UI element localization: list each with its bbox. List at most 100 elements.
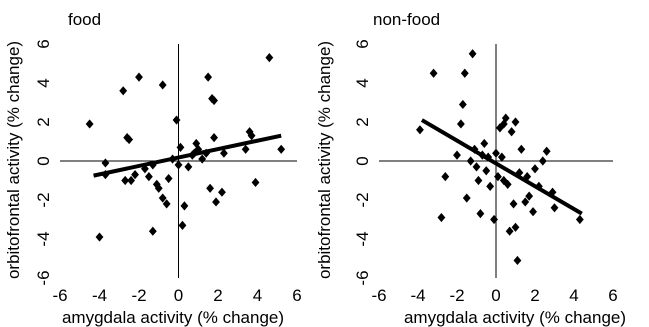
data-point (277, 144, 286, 154)
data-point (174, 160, 183, 170)
data-point (131, 170, 139, 180)
data-point (474, 175, 483, 186)
y-tick-label: -4 (34, 231, 53, 246)
x-tick-label: -6 (52, 286, 67, 305)
data-point (499, 119, 508, 129)
data-point (529, 207, 537, 217)
x-tick-label: 2 (530, 286, 539, 305)
data-point (517, 144, 526, 154)
data-point (437, 212, 446, 223)
data-point (490, 214, 498, 225)
regression-line (420, 118, 583, 216)
y-tick-label: -4 (353, 231, 372, 246)
x-tick-label: -4 (92, 286, 107, 305)
data-point (511, 117, 520, 127)
x-axis-label: amygdala activity (% change) (404, 308, 626, 327)
data-point (525, 191, 534, 201)
data-point (542, 146, 551, 156)
data-point (178, 220, 187, 230)
data-point (513, 255, 522, 266)
data-point (482, 166, 491, 176)
y-tick-label: 2 (34, 117, 53, 126)
x-tick-label: 4 (569, 286, 578, 305)
data-point (220, 148, 228, 158)
data-point (127, 175, 136, 186)
data-point (462, 193, 471, 203)
data-point (247, 131, 256, 141)
x-axis-label: amygdala activity (% change) (62, 308, 284, 327)
data-point (158, 193, 167, 203)
data-point (204, 72, 213, 82)
data-point (550, 203, 559, 213)
y-tick-label: -6 (34, 270, 53, 285)
data-point (101, 158, 110, 168)
data-point (499, 175, 508, 186)
data-point (135, 72, 143, 82)
data-point (494, 172, 502, 182)
data-point (497, 152, 506, 162)
data-point (416, 125, 424, 135)
y-tick-label: -2 (34, 192, 53, 207)
data-point (265, 53, 274, 63)
data-point (505, 226, 514, 236)
x-tick-label: 6 (608, 286, 617, 305)
data-point (95, 232, 104, 242)
x-tick-label: -2 (449, 286, 464, 305)
data-point (241, 144, 250, 154)
data-point (119, 86, 128, 96)
x-tick-label: 0 (491, 286, 500, 305)
chart-title: non-food (373, 10, 440, 29)
data-point (538, 156, 547, 166)
data-point (515, 168, 524, 178)
y-tick-label: 4 (34, 78, 53, 87)
chart-title: food (68, 10, 101, 29)
data-point (472, 162, 481, 172)
scatter-chart-food: food amygdala activity (% change) orbito… (4, 10, 302, 327)
data-point (521, 197, 530, 207)
data-point (158, 80, 167, 90)
data-point (212, 197, 220, 207)
y-tick-label: -2 (353, 192, 372, 207)
data-point (509, 199, 518, 209)
data-point (453, 150, 461, 160)
data-point (184, 162, 193, 172)
data-point (575, 214, 584, 225)
x-tick-label: 2 (213, 286, 222, 305)
data-point (154, 183, 163, 193)
data-point (144, 172, 153, 182)
y-tick-label: 6 (353, 39, 372, 48)
y-tick-label: 2 (353, 117, 372, 126)
data-point (531, 164, 539, 174)
x-tick-label: 6 (292, 286, 301, 305)
data-point (460, 68, 469, 78)
y-tick-label: -6 (353, 270, 372, 285)
data-point (176, 142, 185, 152)
data-point (162, 199, 171, 209)
data-point (210, 133, 218, 143)
data-point (206, 183, 215, 193)
data-point (441, 172, 450, 182)
data-point (468, 49, 477, 59)
data-point (507, 127, 516, 137)
y-axis-label: orbitofrontal activity (% change) (315, 41, 334, 279)
data-point (523, 172, 532, 182)
data-point (125, 134, 134, 145)
y-tick-label: 0 (34, 156, 53, 165)
data-point (486, 181, 495, 191)
data-point (466, 156, 475, 166)
x-tick-label: 0 (174, 286, 183, 305)
data-point (121, 175, 130, 186)
data-point (458, 99, 467, 110)
data-point (476, 209, 485, 219)
data-point (480, 138, 489, 149)
x-tick-label: -6 (371, 286, 386, 305)
data-point (148, 226, 157, 236)
chart-panel-food: food amygdala activity (% change) orbito… (0, 0, 320, 327)
y-tick-label: 4 (353, 78, 372, 87)
data-point (503, 179, 512, 189)
data-point (85, 119, 94, 129)
regression-line (93, 133, 282, 178)
data-point (210, 95, 218, 106)
x-tick-label: -2 (131, 286, 146, 305)
data-point (164, 173, 173, 184)
